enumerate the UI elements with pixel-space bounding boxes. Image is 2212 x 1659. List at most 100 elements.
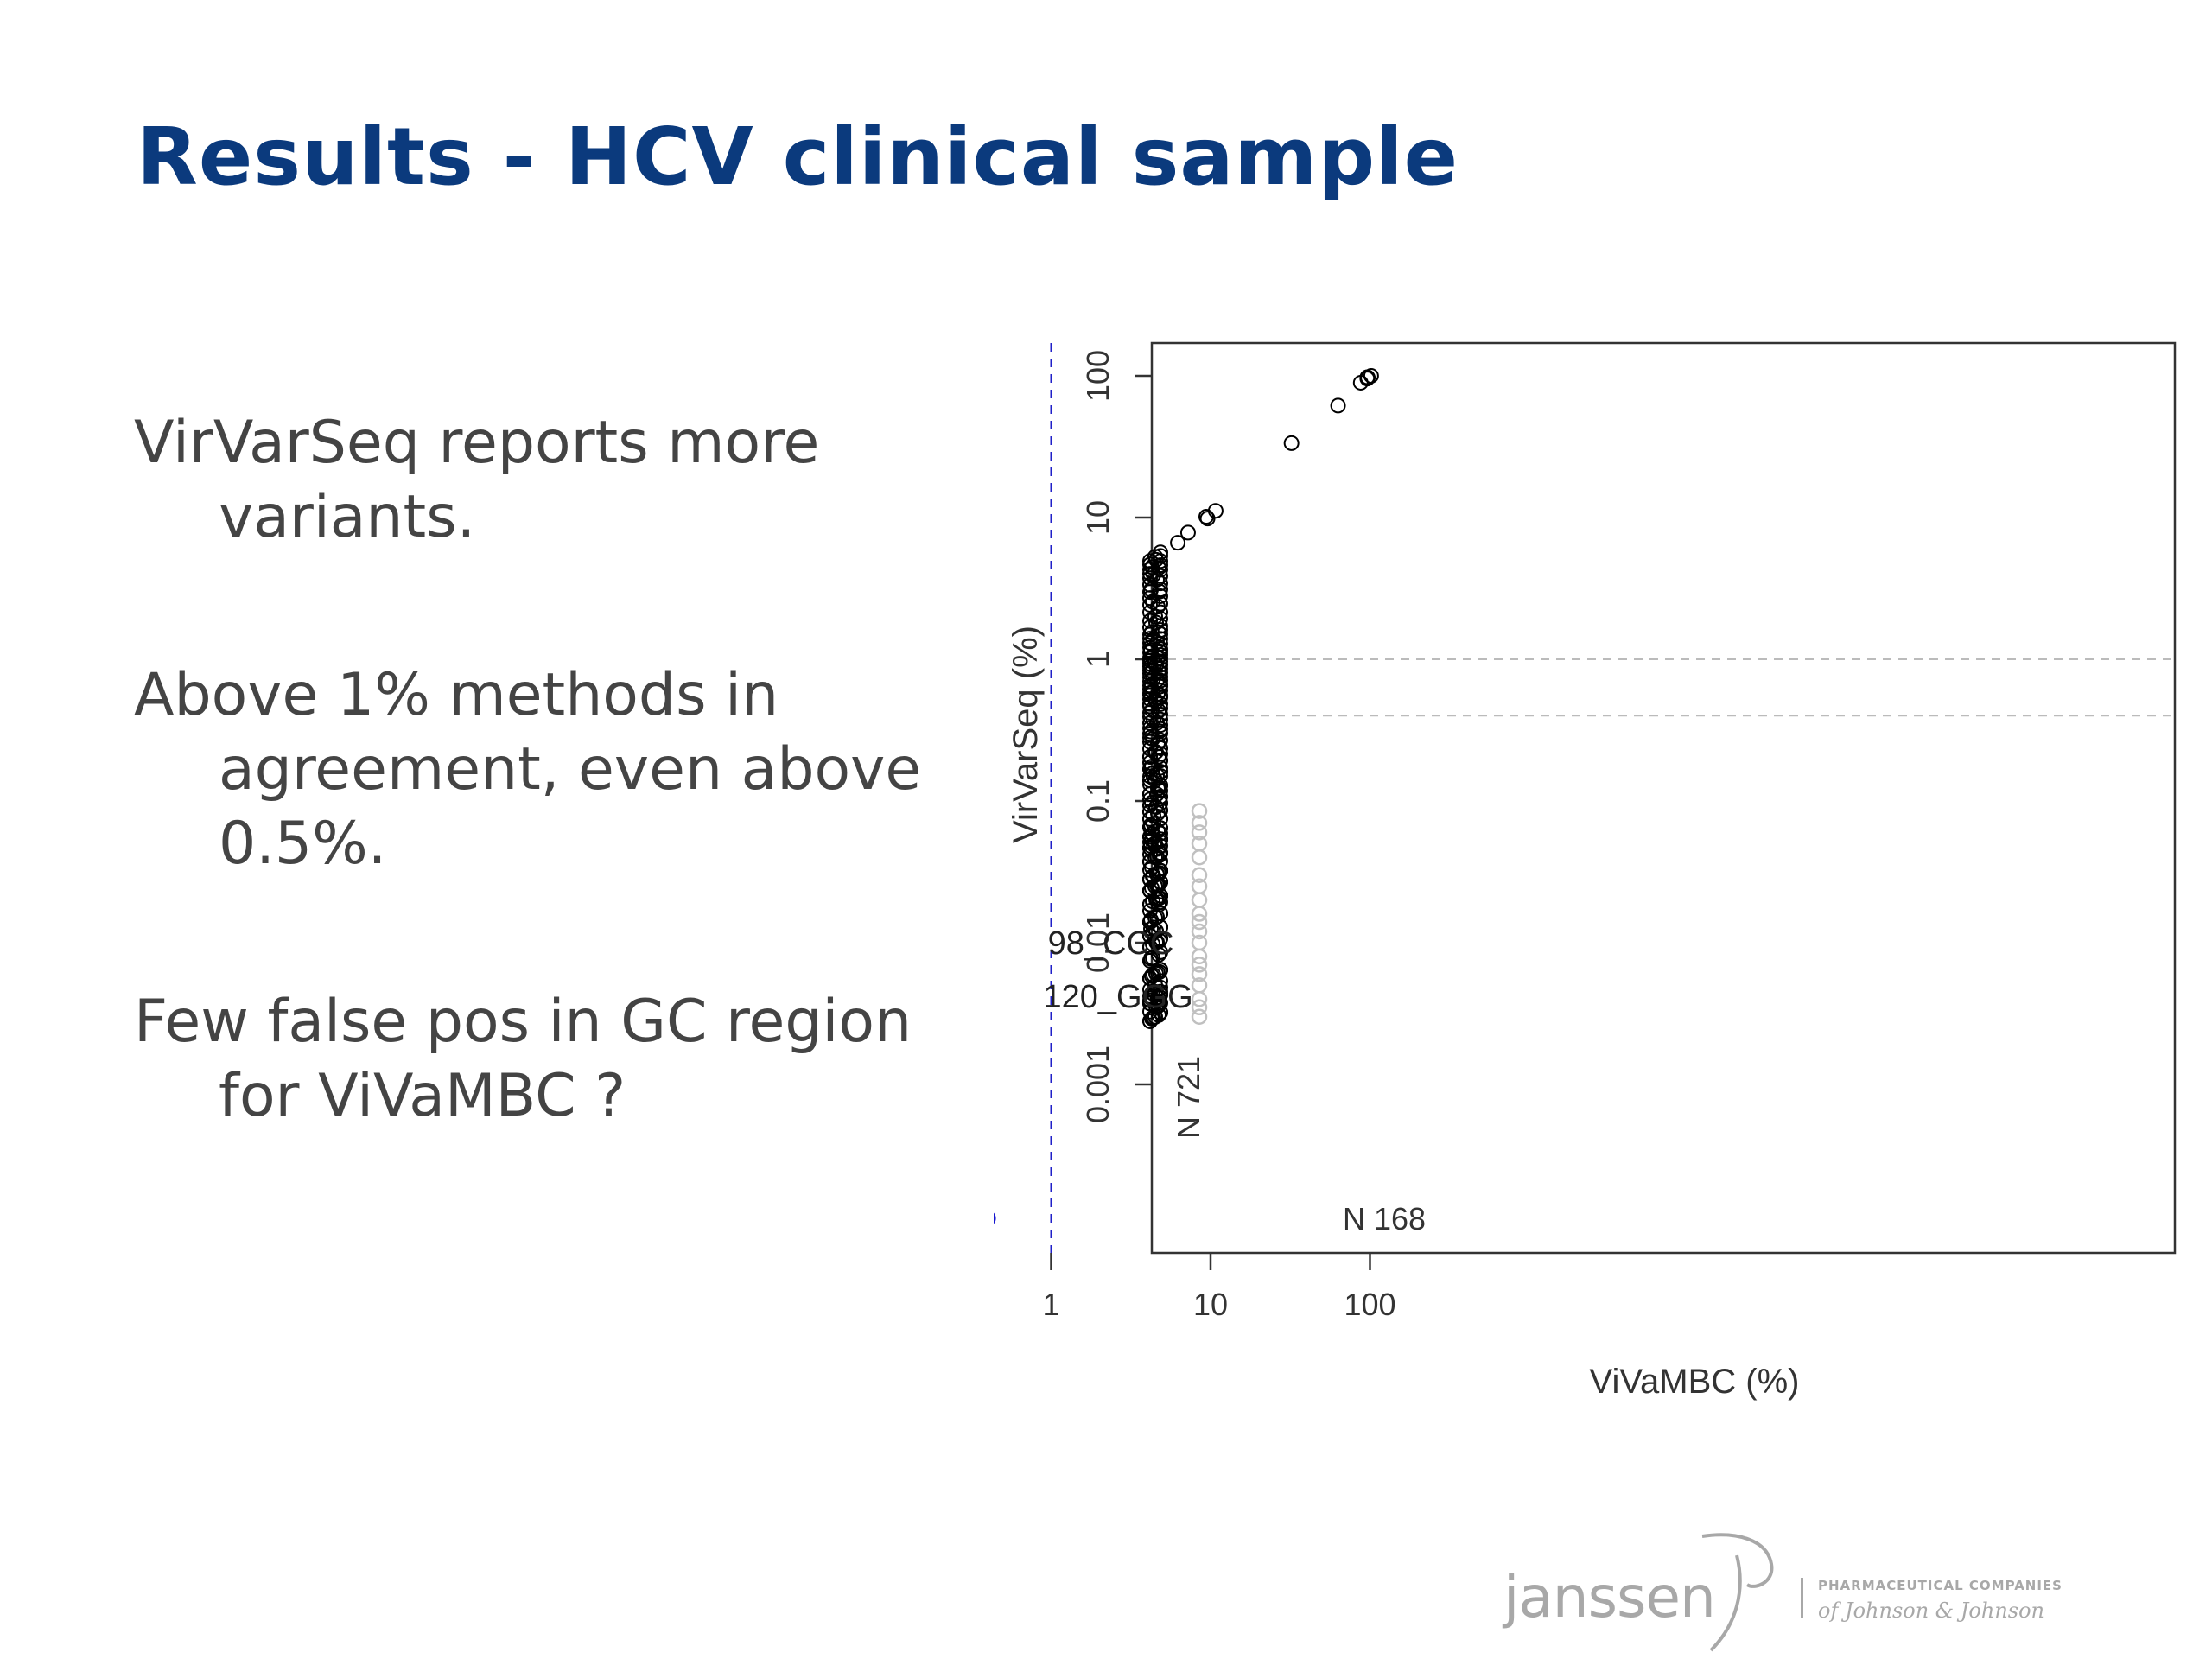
y-tick-label: 10 xyxy=(1080,500,1116,535)
logo-wordmark: janssen xyxy=(1503,1564,1716,1630)
scatter-point xyxy=(1153,831,1168,848)
virvarseq-only-point xyxy=(1191,892,1208,908)
scatter-point xyxy=(1330,397,1346,414)
scatter-point xyxy=(1153,544,1168,561)
y-tick-label: 0.01 xyxy=(1080,912,1116,973)
logo-tagline-script: of Johnson & Johnson xyxy=(1818,1599,2044,1623)
scatter-point xyxy=(1359,369,1376,385)
scatter-point xyxy=(1142,650,1158,666)
scatter-point xyxy=(1142,576,1158,593)
scatter-point xyxy=(1153,1004,1168,1020)
y-tick-label: 0.1 xyxy=(1080,779,1116,823)
bullet-list: VirVarSeq reports more variants. Above 1… xyxy=(134,406,946,1237)
scatter-point xyxy=(1142,639,1158,656)
scatter-point xyxy=(1142,556,1158,573)
scatter-point xyxy=(1199,511,1216,527)
scatter-point xyxy=(1142,566,1158,582)
virvarseq-only-point xyxy=(1191,957,1208,973)
scatter-point xyxy=(1142,882,1158,899)
scatter-point xyxy=(1153,820,1168,836)
scatter-point xyxy=(1142,819,1158,836)
scatter-point xyxy=(1142,939,1158,955)
x-tick-label: 1 xyxy=(1042,1287,1059,1322)
virvarseq-only-point xyxy=(1191,991,1208,1007)
annotation-n168: N 168 xyxy=(1343,1201,1426,1236)
annotation-n721: N 721 xyxy=(1171,1056,1206,1139)
scatter-point xyxy=(1153,622,1168,639)
x-tick-label: 100 xyxy=(1344,1287,1395,1322)
virvarseq-only-point xyxy=(1191,913,1208,931)
virvarseq-only-point xyxy=(1191,977,1208,994)
scatter-point xyxy=(1153,931,1168,946)
logo-swirl-icon xyxy=(1701,1533,1774,1652)
scatter-point xyxy=(1142,613,1158,629)
scatter-point xyxy=(1142,928,1158,944)
virvarseq-only-point xyxy=(1191,849,1208,866)
scatter-point xyxy=(1142,871,1158,887)
plot-frame xyxy=(1150,341,2177,1255)
scatter-point xyxy=(1147,549,1163,565)
scatter-point xyxy=(1153,874,1168,890)
vivambc-only-point xyxy=(994,1212,996,1224)
scatter-point xyxy=(1153,789,1168,804)
scatter-point xyxy=(1142,553,1158,569)
y-tick-label: 0.001 xyxy=(1080,1046,1116,1123)
scatter-point xyxy=(1153,795,1168,811)
scatter-point xyxy=(1142,798,1158,813)
y-axis-label: VirVarSeq (%) xyxy=(1007,626,1045,843)
company-logo: janssen PHARMACEUTICAL COMPANIES of John… xyxy=(1503,1529,2074,1659)
virvarseq-only-point xyxy=(1191,867,1208,884)
scatter-point xyxy=(1150,599,1166,615)
scatter-point xyxy=(1142,726,1158,742)
bullet-item: Above 1% methods in agreement, even abov… xyxy=(134,661,922,878)
scatter-chart: 0.0010.010.11101000.0010.010.1110100ViVa… xyxy=(994,341,2177,1401)
scatter-point xyxy=(1283,435,1300,451)
annotation-120-ggg: 120_GGG xyxy=(1043,979,1192,1015)
bullet-item: Few false pos in GC region for ViVaMBC ? xyxy=(134,988,912,1130)
virvarseq-only-point xyxy=(1191,906,1208,922)
scatter-point xyxy=(1142,677,1158,694)
scatter-point xyxy=(1153,962,1168,978)
virvarseq-only-point xyxy=(1191,948,1208,965)
x-axis-label: ViVaMBC (%) xyxy=(1589,1363,1799,1401)
scatter-point xyxy=(1153,764,1168,780)
scatter-point xyxy=(1153,979,1168,995)
scatter-point xyxy=(1153,983,1168,1000)
scatter-point xyxy=(1150,735,1166,752)
logo-tagline: PHARMACEUTICAL COMPANIES xyxy=(1818,1578,2063,1593)
scatter-point xyxy=(1142,1013,1158,1029)
y-tick-label: 1 xyxy=(1080,651,1116,668)
scatter-point xyxy=(1142,992,1158,1008)
scatter-point xyxy=(1142,631,1158,647)
virvarseq-only-point xyxy=(1191,999,1208,1016)
x-tick-label: 10 xyxy=(1193,1287,1228,1322)
virvarseq-only-point xyxy=(1191,1008,1208,1026)
annotation-98-ccc: 98_CCC xyxy=(1048,925,1174,962)
y-tick-label: 100 xyxy=(1080,350,1116,402)
scatter-point xyxy=(1153,557,1168,574)
scatter-point xyxy=(1142,804,1158,820)
virvarseq-only-point xyxy=(1191,934,1208,951)
virvarseq-only-point xyxy=(1191,966,1208,982)
virvarseq-only-point xyxy=(1191,803,1208,819)
virvarseq-only-point xyxy=(1191,923,1208,940)
virvarseq-only-point xyxy=(1191,815,1208,831)
scatter-point xyxy=(1153,862,1168,879)
virvarseq-only-point xyxy=(1191,878,1208,894)
virvarseq-only-point xyxy=(1191,824,1208,841)
scatter-point xyxy=(1179,524,1196,541)
bullet-item: VirVarSeq reports more variants. xyxy=(134,409,820,551)
scatter-point xyxy=(1142,761,1158,778)
logo-divider xyxy=(1801,1578,1803,1618)
scatter-point xyxy=(1142,829,1158,845)
scatter-point xyxy=(1142,840,1158,856)
scatter-point xyxy=(1170,535,1186,551)
scatter-point xyxy=(1142,596,1158,613)
scatter-point xyxy=(1207,503,1224,519)
slide-title: Results - HCV clinical sample xyxy=(137,111,1459,203)
scatter-point xyxy=(1142,635,1158,652)
scatter-point xyxy=(1142,720,1158,736)
virvarseq-only-point xyxy=(1191,836,1208,852)
scatter-point xyxy=(1142,685,1158,702)
scatter-point xyxy=(1153,753,1168,769)
